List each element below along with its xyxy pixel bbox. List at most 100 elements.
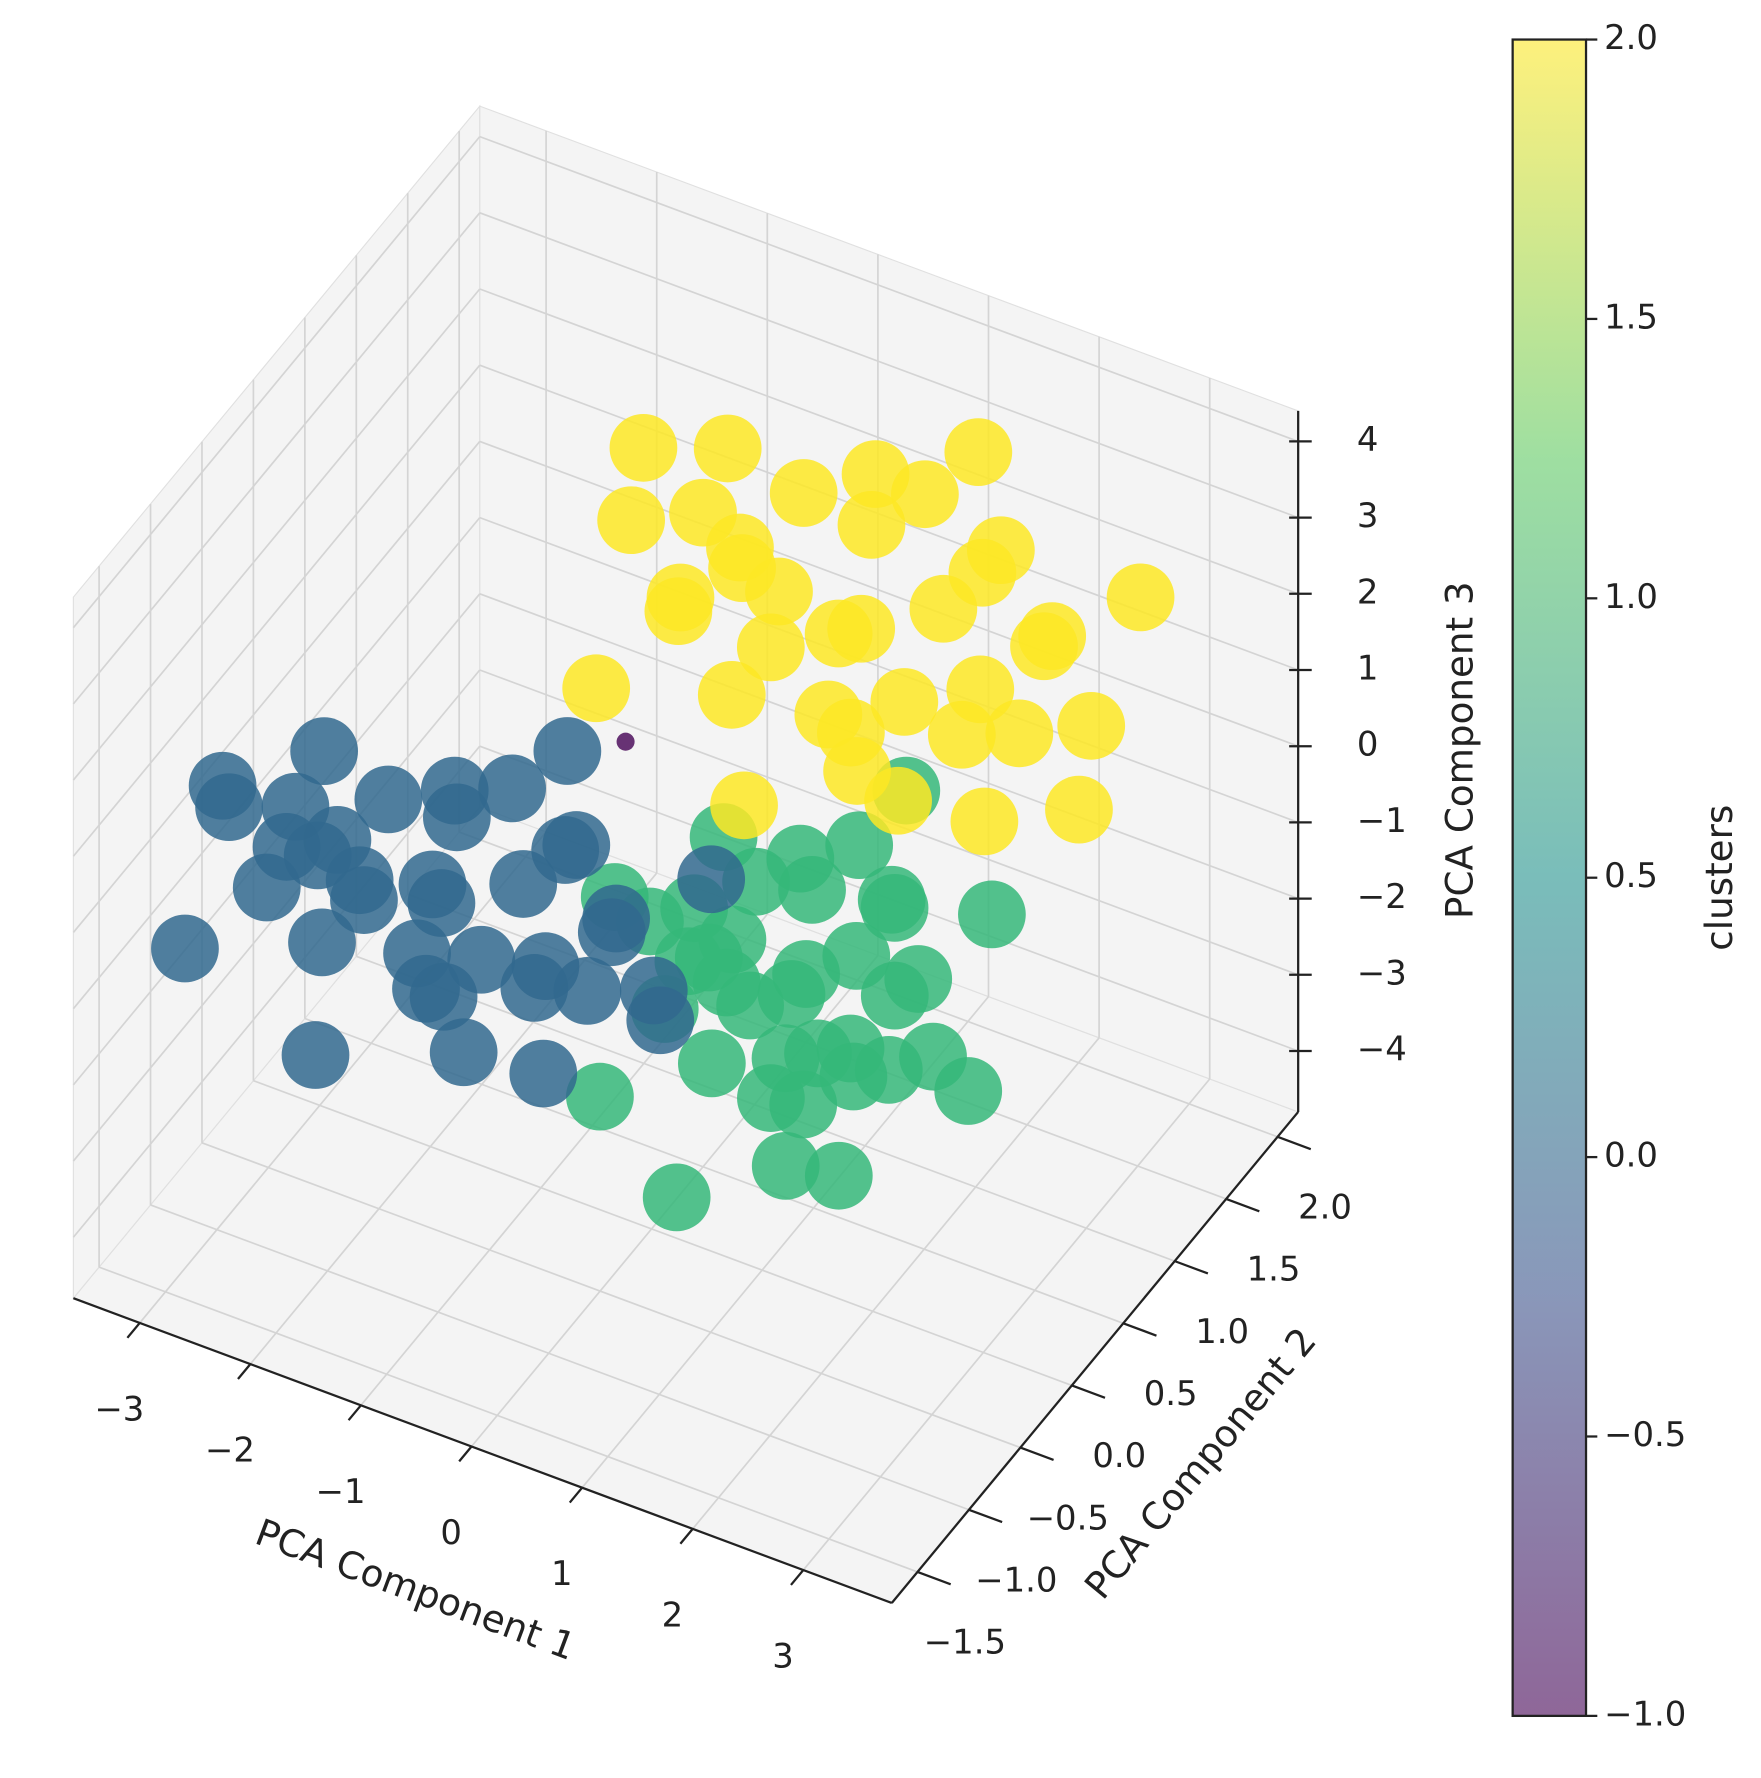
point	[562, 654, 631, 723]
point	[409, 962, 478, 1031]
point	[944, 418, 1013, 486]
grid-line	[692, 1037, 1100, 1530]
z-axis-label: PCA Component 3	[1437, 581, 1481, 919]
point	[870, 668, 939, 736]
point	[1057, 691, 1126, 760]
tick-mark	[1174, 1260, 1209, 1275]
point	[710, 771, 778, 840]
point	[553, 957, 622, 1025]
point	[825, 811, 894, 880]
x-tick-label: 2	[662, 1595, 684, 1634]
y-tick-label: 0.0	[1092, 1436, 1146, 1475]
point	[597, 486, 666, 555]
point	[927, 700, 996, 769]
tick-mark	[1225, 1197, 1260, 1213]
grid-line	[253, 1079, 1073, 1387]
grid-line	[72, 745, 481, 1238]
point	[823, 737, 891, 805]
grid-line	[72, 288, 481, 781]
grid-line	[72, 364, 481, 857]
x-tick-label: 0	[440, 1513, 462, 1552]
point	[188, 751, 257, 820]
point	[967, 516, 1035, 585]
point	[509, 1039, 578, 1108]
point	[577, 898, 646, 967]
points	[151, 413, 1175, 1232]
colorbar-tick-label: 2.0	[1604, 18, 1658, 57]
point	[429, 1018, 498, 1087]
z-tick-label: −3	[1357, 953, 1407, 992]
point	[693, 414, 762, 483]
y-tick-label: −1.5	[924, 1623, 1006, 1662]
point	[626, 986, 695, 1055]
point	[958, 880, 1026, 949]
grid-line	[479, 288, 1299, 595]
grid-line	[479, 593, 1299, 900]
point	[860, 961, 929, 1030]
point	[1106, 563, 1175, 632]
grid-line	[139, 831, 547, 1324]
tick-mark	[1277, 1135, 1312, 1151]
point	[950, 787, 1019, 856]
y-tick-label: 1.5	[1247, 1250, 1301, 1289]
point	[1045, 775, 1113, 844]
grid-line	[201, 1142, 1021, 1449]
tick-mark	[568, 1486, 583, 1504]
tick-mark	[126, 1322, 141, 1339]
point	[736, 613, 805, 682]
z-tick-label: 0	[1357, 725, 1379, 764]
point	[354, 765, 423, 834]
point	[751, 1131, 820, 1200]
point	[766, 824, 835, 893]
tick-mark	[347, 1404, 362, 1421]
y-tick-label: 0.5	[1144, 1374, 1198, 1413]
point	[642, 1163, 711, 1232]
axis-line	[72, 1297, 893, 1605]
grid-line	[479, 212, 1299, 519]
point	[478, 754, 546, 823]
y-tick-label: −1.0	[975, 1561, 1057, 1600]
point	[697, 660, 766, 729]
point	[281, 1021, 350, 1089]
point	[772, 940, 840, 1008]
z-tick-label: 3	[1357, 496, 1379, 535]
point	[674, 923, 743, 992]
point	[288, 908, 356, 977]
tick-mark	[790, 1569, 805, 1586]
point	[769, 1070, 838, 1139]
point	[677, 845, 746, 914]
point	[804, 1141, 873, 1210]
tick-mark	[1019, 1446, 1054, 1462]
y-tick-label: 1.0	[1195, 1312, 1249, 1351]
x-axis-label: PCA Component 1	[250, 1510, 582, 1669]
z-tick-label: 4	[1357, 420, 1379, 459]
colorbar-tick-label: 1.5	[1604, 297, 1658, 336]
point	[804, 599, 873, 668]
grid-line	[479, 135, 1299, 443]
axis-line	[890, 1111, 1300, 1604]
grid-line	[72, 517, 481, 1010]
colorbar-label: clusters	[1697, 805, 1741, 951]
tick-mark	[1071, 1384, 1106, 1399]
point	[330, 866, 398, 934]
tick-mark	[679, 1528, 694, 1545]
z-tick-label: 2	[1357, 572, 1379, 611]
point	[151, 914, 219, 983]
grid-line	[98, 1266, 918, 1573]
point	[934, 1057, 1003, 1125]
tick-mark	[1122, 1322, 1157, 1337]
z-tick-label: −2	[1357, 877, 1407, 916]
point	[566, 1062, 634, 1131]
point	[769, 459, 838, 527]
point	[716, 971, 784, 1040]
point	[609, 413, 678, 482]
x-tick-label: 1	[551, 1554, 573, 1593]
grid-line	[802, 1078, 1211, 1571]
point	[677, 1029, 746, 1098]
point	[985, 699, 1054, 768]
point	[533, 717, 602, 785]
point	[290, 717, 359, 786]
x-tick-label: −2	[205, 1431, 255, 1470]
